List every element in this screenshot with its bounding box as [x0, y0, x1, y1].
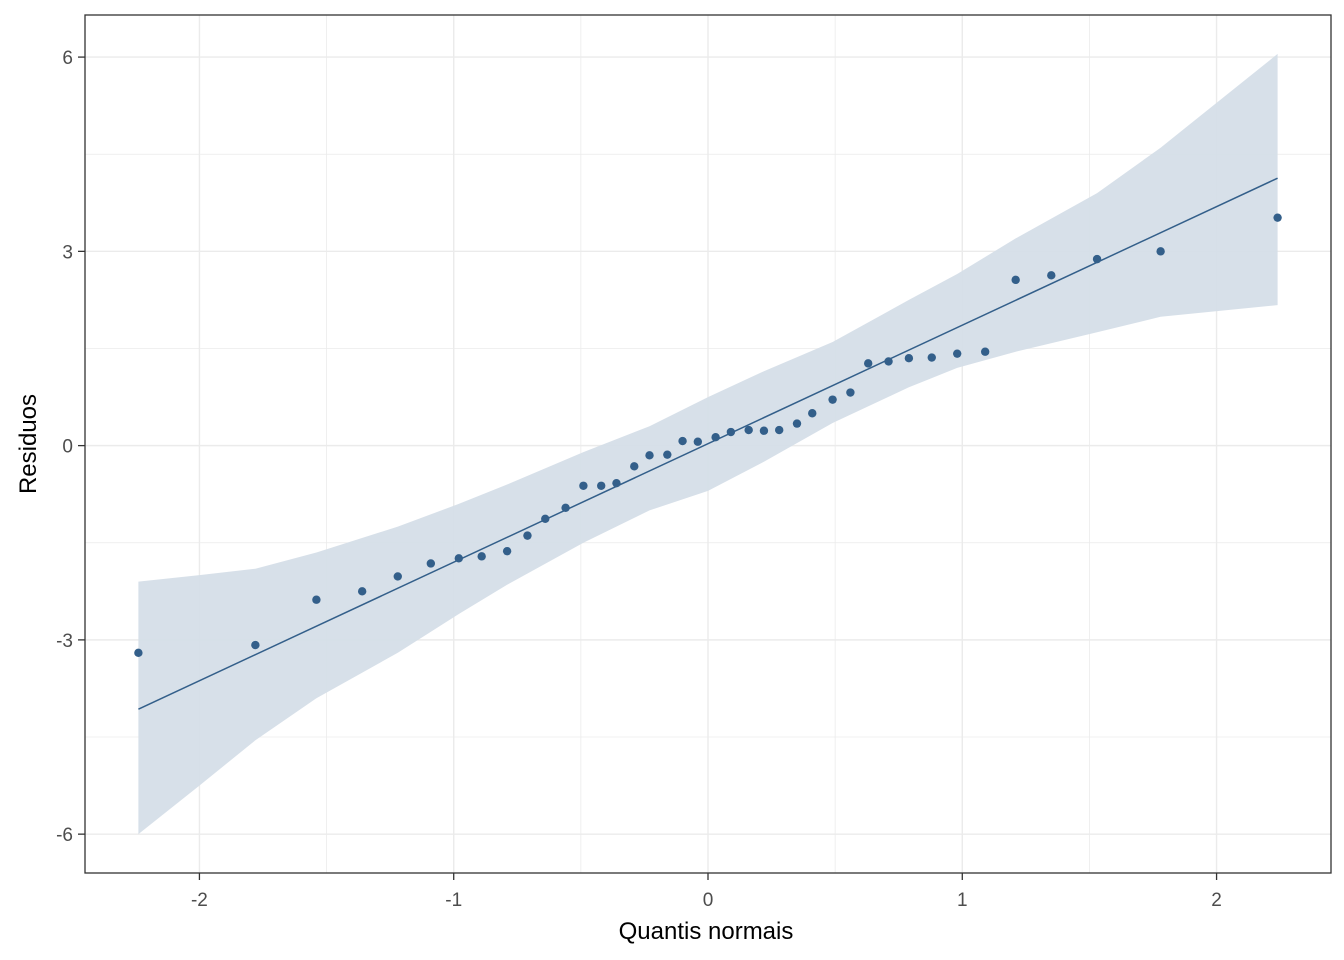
- data-point: [597, 481, 606, 490]
- y-axis-ticks: -6 -3 0 3 6: [56, 48, 85, 846]
- x-axis-title: Quantis normais: [619, 918, 794, 945]
- data-point: [1047, 271, 1056, 280]
- data-point: [759, 426, 769, 435]
- data-point: [393, 572, 402, 581]
- data-point: [792, 419, 802, 428]
- data-point: [904, 354, 914, 363]
- data-point: [711, 433, 720, 442]
- data-point: [693, 437, 703, 446]
- data-point: [1011, 275, 1020, 285]
- data-point: [612, 478, 621, 488]
- data-point: [1156, 247, 1165, 256]
- x-axis-ticks: -2 -1 0 1 2: [191, 873, 1222, 911]
- data-point: [502, 546, 512, 556]
- data-point: [523, 531, 532, 540]
- x-tick-label: 2: [1211, 890, 1222, 911]
- data-point: [663, 450, 672, 459]
- data-point: [927, 353, 936, 362]
- y-axis-title: Residuos: [15, 394, 42, 494]
- data-point: [477, 552, 486, 561]
- data-point: [1273, 213, 1282, 222]
- x-tick-label: 0: [703, 890, 714, 911]
- data-point: [980, 347, 990, 356]
- data-point: [953, 349, 962, 358]
- data-point: [808, 409, 817, 418]
- data-point: [828, 395, 837, 404]
- reference-line: [138, 177, 1278, 710]
- y-tick-label: 0: [62, 437, 73, 458]
- x-tick-label: 1: [957, 890, 968, 911]
- data-point: [846, 388, 855, 397]
- data-point: [1092, 254, 1102, 264]
- data-point: [678, 436, 687, 446]
- x-tick-label: -2: [191, 890, 208, 911]
- residual-points: [134, 213, 1282, 658]
- x-tick-label: -1: [445, 890, 462, 911]
- data-point: [312, 595, 321, 604]
- data-point: [561, 503, 570, 512]
- y-tick-label: 6: [62, 48, 73, 69]
- data-point: [645, 451, 654, 460]
- data-point: [134, 648, 143, 658]
- data-point: [726, 427, 736, 437]
- data-point: [630, 462, 639, 471]
- y-tick-label: 3: [62, 242, 73, 263]
- data-point: [744, 425, 753, 435]
- data-point: [884, 357, 893, 366]
- data-point: [864, 359, 873, 368]
- y-tick-label: -3: [56, 631, 73, 652]
- data-point: [454, 554, 463, 563]
- data-point: [579, 481, 588, 490]
- data-point: [357, 587, 367, 596]
- data-point: [251, 640, 260, 650]
- y-tick-label: -6: [56, 825, 73, 846]
- data-point: [426, 559, 436, 568]
- data-point: [775, 425, 784, 435]
- data-point: [541, 514, 550, 523]
